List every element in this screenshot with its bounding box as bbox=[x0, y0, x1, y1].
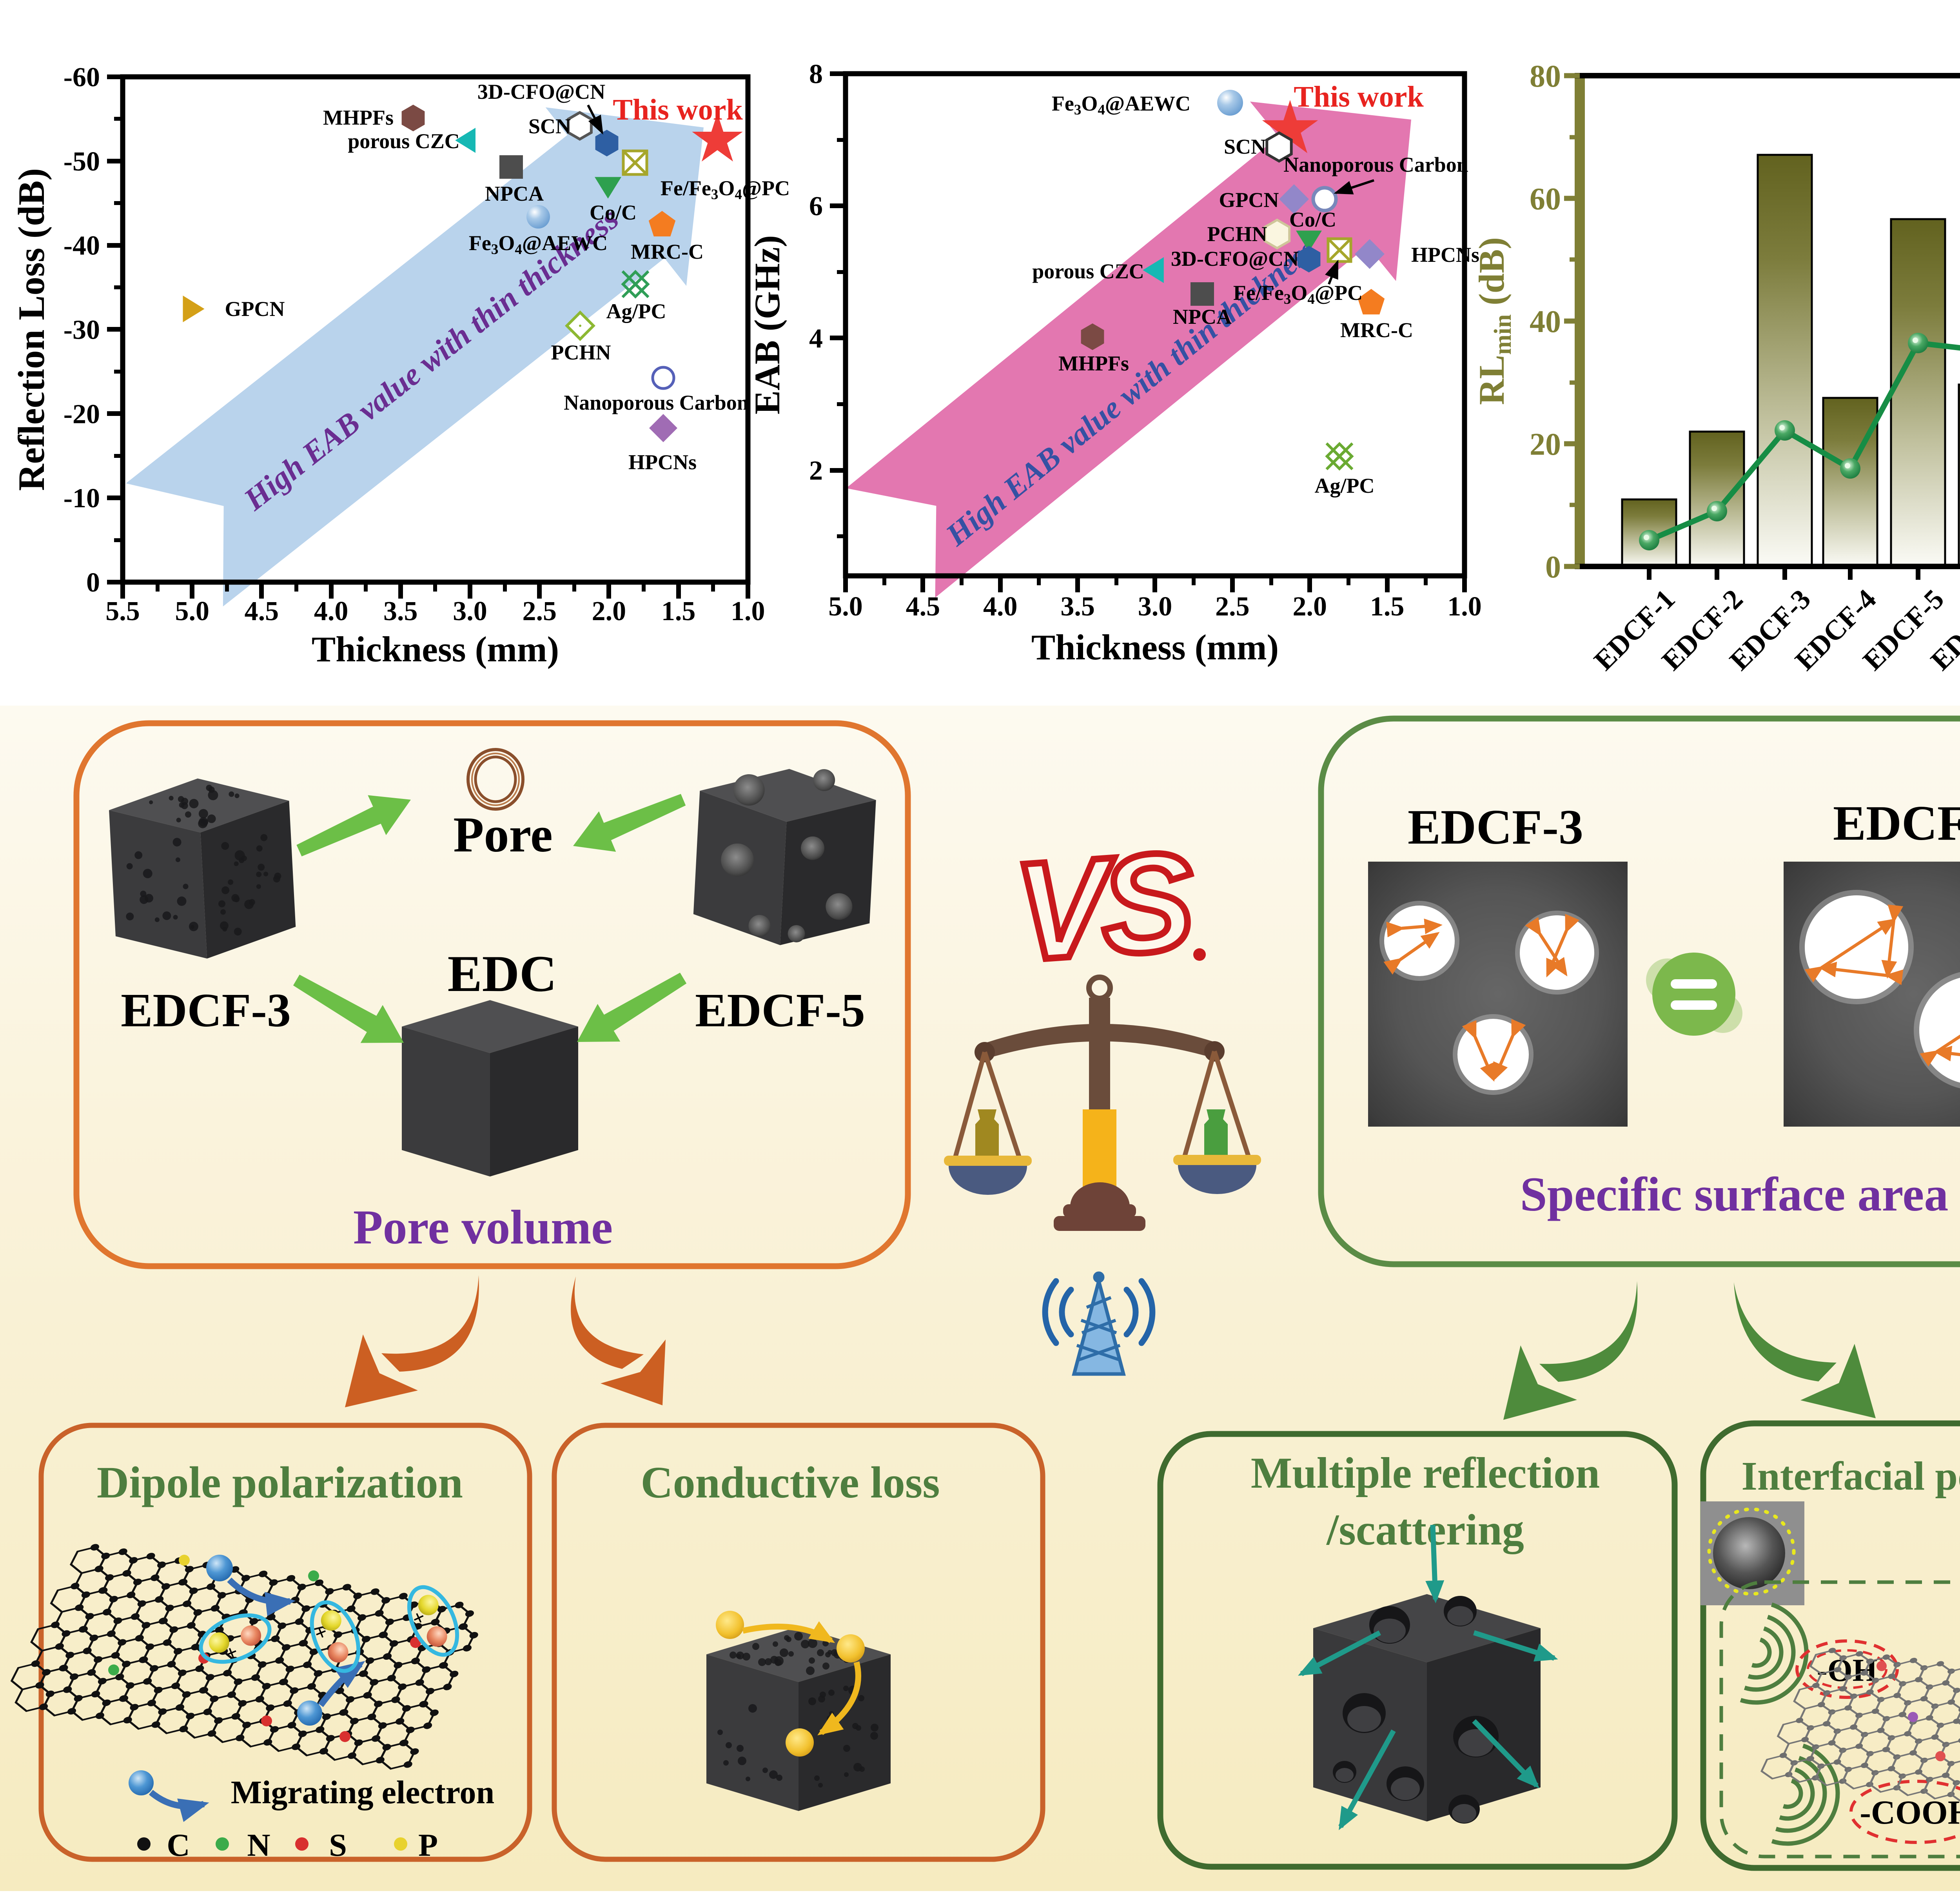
svg-text:4.5: 4.5 bbox=[906, 592, 940, 622]
svg-text:Thickness (mm): Thickness (mm) bbox=[312, 629, 559, 669]
svg-text:N: N bbox=[247, 1827, 270, 1863]
svg-text:5.0: 5.0 bbox=[175, 596, 209, 626]
svg-text:1.0: 1.0 bbox=[731, 596, 765, 626]
svg-text:Pore: Pore bbox=[453, 807, 553, 862]
svg-text:Ag/PC: Ag/PC bbox=[1315, 474, 1375, 497]
svg-text:PCHN: PCHN bbox=[551, 341, 611, 364]
svg-text:porous CZC: porous CZC bbox=[1032, 260, 1144, 283]
svg-text:2.5: 2.5 bbox=[1215, 592, 1250, 622]
svg-text:Specific surface area: Specific surface area bbox=[1520, 1167, 1949, 1221]
svg-text:GPCN: GPCN bbox=[225, 297, 285, 321]
svg-text:5.5: 5.5 bbox=[105, 596, 140, 626]
svg-text:VS: VS bbox=[1010, 823, 1200, 990]
svg-text:C: C bbox=[167, 1827, 190, 1863]
svg-text:EAB (GHz): EAB (GHz) bbox=[747, 235, 787, 414]
svg-text:Thickness (mm): Thickness (mm) bbox=[1031, 627, 1279, 667]
svg-text:GPCN: GPCN bbox=[1219, 188, 1279, 212]
svg-text:4.0: 4.0 bbox=[983, 592, 1018, 622]
svg-text:80: 80 bbox=[1530, 59, 1561, 94]
svg-text:3D-CFO@CN: 3D-CFO@CN bbox=[1171, 247, 1299, 270]
svg-text:Fe3​O4​@AEWC: Fe3​O4​@AEWC bbox=[469, 231, 608, 258]
svg-text:20: 20 bbox=[1530, 427, 1561, 462]
svg-text:1.5: 1.5 bbox=[1370, 592, 1405, 622]
svg-text:6: 6 bbox=[809, 191, 823, 221]
svg-text:Fe/Fe3​O4​@PC: Fe/Fe3​O4​@PC bbox=[661, 176, 790, 203]
svg-text:EDCF-3: EDCF-3 bbox=[121, 984, 291, 1037]
svg-text:2.0: 2.0 bbox=[592, 596, 626, 626]
svg-text:-OH: -OH bbox=[1817, 1652, 1878, 1688]
svg-text:SCN: SCN bbox=[1224, 135, 1266, 158]
svg-text:Nanoporous Carbon: Nanoporous Carbon bbox=[564, 391, 749, 414]
svg-text:-30: -30 bbox=[64, 315, 100, 345]
svg-text:NPCA: NPCA bbox=[485, 182, 544, 205]
svg-text:-10: -10 bbox=[64, 483, 100, 514]
svg-text:Pore volume: Pore volume bbox=[353, 1200, 613, 1254]
svg-text:EDCF-3: EDCF-3 bbox=[1408, 800, 1583, 855]
svg-text:3D-CFO@CN: 3D-CFO@CN bbox=[477, 80, 605, 103]
svg-text:PCHN: PCHN bbox=[1207, 222, 1267, 246]
svg-text:3.5: 3.5 bbox=[383, 596, 418, 626]
svg-text:MHPFs: MHPFs bbox=[1058, 352, 1129, 375]
svg-text:Co/C: Co/C bbox=[590, 201, 637, 224]
svg-text:5.0: 5.0 bbox=[828, 592, 863, 622]
svg-text:Multiple reflection: Multiple reflection bbox=[1251, 1449, 1600, 1497]
svg-text:Dipole polarization: Dipole polarization bbox=[97, 1457, 463, 1507]
svg-text:Co/C: Co/C bbox=[1289, 208, 1336, 231]
svg-text:2.0: 2.0 bbox=[1293, 592, 1327, 622]
svg-text:4.0: 4.0 bbox=[314, 596, 348, 626]
svg-text:This work: This work bbox=[1294, 80, 1424, 113]
svg-text:NPCA: NPCA bbox=[1173, 305, 1232, 329]
svg-text:porous CZC: porous CZC bbox=[348, 129, 460, 153]
svg-text:0: 0 bbox=[86, 568, 100, 598]
svg-text:EDC: EDC bbox=[448, 945, 557, 1002]
svg-text:MRC-C: MRC-C bbox=[631, 240, 704, 263]
svg-text:Migrating electron: Migrating electron bbox=[231, 1774, 495, 1811]
svg-text:-40: -40 bbox=[64, 231, 100, 261]
svg-text:EDCF-7: EDCF-7 bbox=[1833, 796, 1960, 851]
svg-text:This work: This work bbox=[613, 93, 743, 126]
svg-text:1.5: 1.5 bbox=[661, 596, 696, 626]
svg-text:-COOH: -COOH bbox=[1860, 1793, 1960, 1831]
svg-text:2: 2 bbox=[809, 456, 823, 486]
svg-text:-50: -50 bbox=[64, 147, 100, 177]
svg-text:MRC-C: MRC-C bbox=[1340, 318, 1413, 342]
svg-text:3.0: 3.0 bbox=[1138, 592, 1172, 622]
svg-text:Interfacial polarization: Interfacial polarization bbox=[1741, 1454, 1960, 1499]
svg-text:Fe3​O4​@AEWC: Fe3​O4​@AEWC bbox=[1052, 92, 1191, 118]
svg-text:-20: -20 bbox=[64, 399, 100, 429]
svg-text:HPCNs: HPCNs bbox=[1411, 243, 1479, 267]
svg-text:3.5: 3.5 bbox=[1060, 592, 1095, 622]
svg-text:-60: -60 bbox=[64, 62, 100, 93]
svg-text:S: S bbox=[329, 1827, 347, 1863]
svg-text:8: 8 bbox=[809, 59, 823, 89]
svg-text:P: P bbox=[418, 1827, 438, 1863]
svg-text:2.5: 2.5 bbox=[522, 596, 557, 626]
svg-text:Reflection Loss (dB): Reflection Loss (dB) bbox=[11, 168, 52, 491]
svg-text:SCN: SCN bbox=[528, 114, 571, 138]
svg-text:MHPFs: MHPFs bbox=[323, 106, 394, 129]
svg-text:Ag/PC: Ag/PC bbox=[606, 299, 666, 323]
svg-text:/scattering: /scattering bbox=[1326, 1506, 1524, 1554]
svg-text:60: 60 bbox=[1530, 182, 1561, 216]
svg-text:RLmin (dB): RLmin (dB) bbox=[1472, 237, 1516, 405]
svg-text:4.5: 4.5 bbox=[245, 596, 279, 626]
svg-text:3.0: 3.0 bbox=[453, 596, 487, 626]
svg-text:EDCF-5: EDCF-5 bbox=[695, 984, 865, 1037]
svg-text:4: 4 bbox=[809, 323, 823, 354]
svg-text:Fe/Fe3​O4​@PC: Fe/Fe3​O4​@PC bbox=[1233, 281, 1363, 307]
svg-text:1.0: 1.0 bbox=[1447, 592, 1482, 622]
svg-text:40: 40 bbox=[1530, 305, 1561, 339]
svg-text:Nanoporous Carbon: Nanoporous Carbon bbox=[1283, 153, 1468, 176]
svg-text:0: 0 bbox=[1545, 550, 1561, 584]
svg-text:Conductive loss: Conductive loss bbox=[641, 1457, 940, 1507]
svg-text:HPCNs: HPCNs bbox=[628, 450, 697, 474]
